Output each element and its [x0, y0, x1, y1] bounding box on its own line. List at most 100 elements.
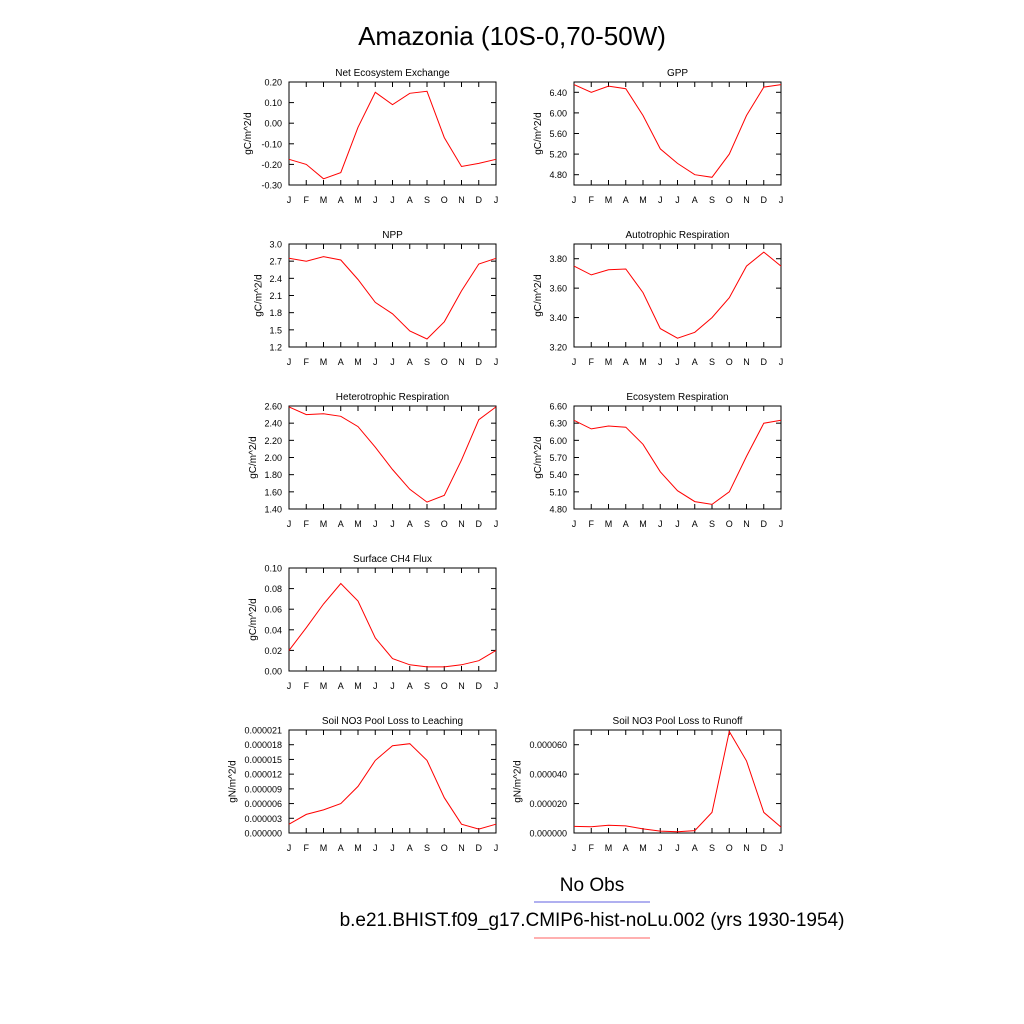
x-tick-label: J	[494, 519, 499, 529]
chart-title: Ecosystem Respiration	[626, 392, 728, 403]
x-tick-label: J	[373, 195, 378, 205]
y-tick-label: 1.2	[269, 343, 282, 353]
x-tick-label: A	[338, 843, 344, 853]
x-tick-label: N	[458, 195, 465, 205]
x-tick-label: A	[338, 195, 344, 205]
x-tick-label: D	[476, 843, 483, 853]
x-tick-label: N	[458, 681, 465, 691]
plot-frame	[573, 729, 782, 834]
x-tick-label: J	[390, 519, 395, 529]
x-tick-label: J	[572, 843, 577, 853]
x-tick-label: J	[779, 357, 784, 367]
x-tick-label: J	[779, 195, 784, 205]
x-tick-label: D	[761, 843, 768, 853]
y-tick-label: 1.60	[264, 487, 282, 497]
y-tick-label: 3.20	[549, 343, 567, 353]
x-tick-label: J	[494, 681, 499, 691]
x-tick-label: M	[639, 195, 647, 205]
y-axis-label: gC/m^2/d	[533, 274, 544, 317]
y-tick-label: 3.60	[549, 284, 567, 294]
x-tick-label: F	[304, 681, 310, 691]
x-tick-label: J	[658, 519, 663, 529]
x-tick-label: O	[726, 357, 733, 367]
x-tick-label: A	[338, 681, 344, 691]
x-tick-label: J	[373, 681, 378, 691]
x-tick-label: J	[779, 519, 784, 529]
y-tick-label: 0.08	[264, 584, 282, 594]
x-tick-label: F	[589, 195, 595, 205]
y-tick-label: -0.10	[261, 139, 282, 149]
y-tick-label: 6.60	[549, 402, 567, 412]
x-tick-label: M	[320, 681, 328, 691]
chart-title: Net Ecosystem Exchange	[335, 68, 450, 79]
x-tick-label: F	[304, 519, 310, 529]
x-tick-label: O	[726, 195, 733, 205]
chart-title: Soil NO3 Pool Loss to Runoff	[613, 716, 743, 727]
plot-frame	[573, 243, 782, 348]
x-tick-label: A	[623, 195, 629, 205]
series-line	[288, 256, 497, 340]
x-tick-label: J	[572, 519, 577, 529]
y-tick-label: 2.40	[264, 419, 282, 429]
x-tick-label: J	[658, 195, 663, 205]
x-tick-label: D	[476, 195, 483, 205]
y-tick-label: 4.80	[549, 505, 567, 515]
y-tick-label: 0.000000	[529, 829, 567, 839]
x-tick-label: A	[407, 681, 413, 691]
x-tick-label: A	[407, 843, 413, 853]
x-tick-label: J	[287, 357, 292, 367]
y-tick-label: 0.000018	[244, 740, 282, 750]
x-tick-label: F	[589, 843, 595, 853]
x-tick-label: F	[304, 843, 310, 853]
x-tick-label: J	[390, 357, 395, 367]
plot-frame	[573, 405, 782, 510]
y-tick-label: 5.70	[549, 453, 567, 463]
y-tick-label: 2.7	[269, 257, 282, 267]
x-tick-label: A	[692, 519, 698, 529]
y-tick-label: 3.0	[269, 240, 282, 250]
y-tick-label: 6.30	[549, 419, 567, 429]
figure-title: Amazonia (10S-0,70-50W)	[358, 21, 666, 51]
chart-title: GPP	[667, 68, 688, 79]
y-tick-label: 0.02	[264, 646, 282, 656]
x-tick-label: O	[441, 681, 448, 691]
x-tick-label: M	[320, 357, 328, 367]
y-tick-label: 0.10	[264, 98, 282, 108]
plot-frame	[288, 243, 497, 348]
y-tick-label: 6.00	[549, 108, 567, 118]
x-tick-label: J	[494, 357, 499, 367]
y-tick-label: 0.000000	[244, 829, 282, 839]
x-tick-label: S	[709, 519, 715, 529]
x-tick-label: S	[424, 195, 430, 205]
y-tick-label: 0.000012	[244, 770, 282, 780]
x-tick-label: N	[458, 357, 465, 367]
x-tick-label: M	[605, 843, 613, 853]
y-axis-label: gC/m^2/d	[533, 436, 544, 479]
x-tick-label: J	[390, 681, 395, 691]
x-tick-label: A	[407, 519, 413, 529]
x-tick-label: F	[589, 519, 595, 529]
y-tick-label: 0.10	[264, 564, 282, 574]
x-tick-label: A	[338, 357, 344, 367]
y-tick-label: 0.000060	[529, 740, 567, 750]
y-tick-label: 1.40	[264, 505, 282, 515]
x-tick-label: J	[494, 843, 499, 853]
y-tick-label: 6.40	[549, 88, 567, 98]
y-tick-label: 5.60	[549, 129, 567, 139]
x-tick-label: A	[692, 357, 698, 367]
x-tick-label: A	[407, 195, 413, 205]
x-tick-label: M	[320, 843, 328, 853]
y-tick-label: 2.60	[264, 402, 282, 412]
x-tick-label: A	[692, 843, 698, 853]
x-tick-label: A	[623, 357, 629, 367]
y-tick-label: 0.20	[264, 78, 282, 88]
y-axis-label: gC/m^2/d	[533, 112, 544, 155]
x-tick-label: O	[726, 519, 733, 529]
x-tick-label: J	[287, 681, 292, 691]
x-tick-label: F	[304, 357, 310, 367]
